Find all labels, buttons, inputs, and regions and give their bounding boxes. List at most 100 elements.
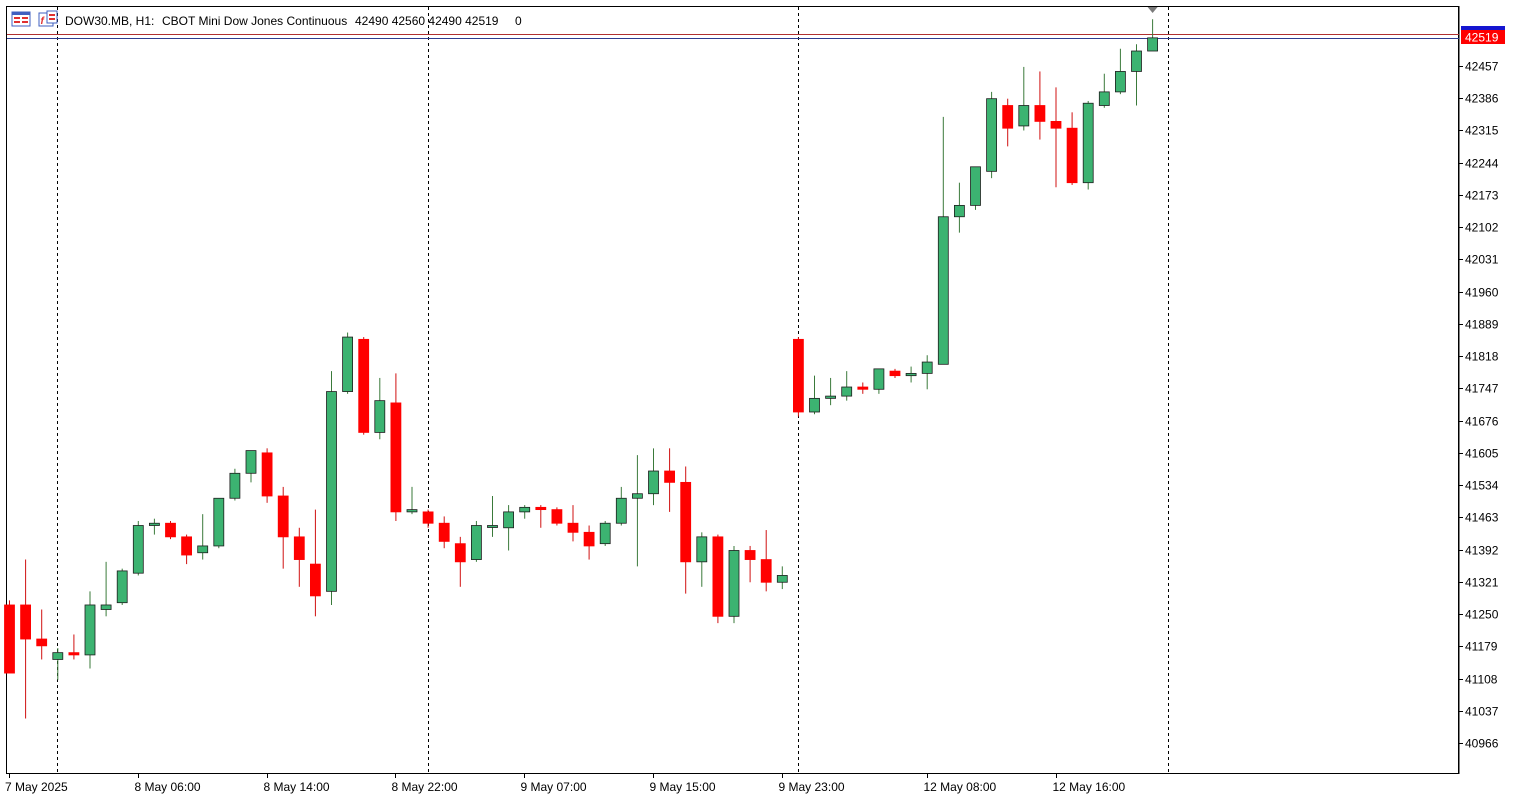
candle-3 <box>52 648 64 680</box>
y-tick-label-12: 41605 <box>1465 447 1499 461</box>
x-tick-label-2: 8 May 14:00 <box>264 780 330 794</box>
candle-7 <box>116 568 128 605</box>
x-tick-label-0: 7 May 2025 <box>5 780 68 794</box>
candle-62 <box>1002 98 1014 147</box>
candle-body <box>1082 102 1094 184</box>
chart-ohlc: 42490 42560 42490 42519 <box>355 14 499 28</box>
candle-body <box>422 511 434 524</box>
candle-body <box>454 543 466 563</box>
candle-body <box>132 525 144 574</box>
candle-body <box>1147 37 1158 52</box>
candle-33 <box>535 505 547 528</box>
candle-46 <box>744 545 756 583</box>
last-bar-marker <box>1147 7 1158 13</box>
candle-body <box>1066 127 1078 184</box>
candle-body <box>326 391 337 592</box>
y-tick-label-7: 41960 <box>1465 286 1499 300</box>
last-price-label: 42519 <box>1465 31 1499 45</box>
candle-body <box>986 98 997 172</box>
time-axis: 7 May 2025 8 May 06:00 8 May 14:00 8 May 22… <box>5 774 1126 794</box>
candle-body <box>954 204 965 218</box>
candle-36 <box>583 525 595 560</box>
candle-17 <box>277 486 289 569</box>
candle-body <box>632 493 643 499</box>
candle-25 <box>406 486 418 515</box>
candle-34 <box>551 507 563 526</box>
chart-symbol: DOW30.MB, H1: <box>65 14 154 28</box>
candle-2 <box>36 609 48 660</box>
candle-47 <box>760 530 772 592</box>
candle-27 <box>438 516 450 549</box>
candle-body <box>857 386 869 390</box>
candle-61 <box>986 91 997 179</box>
candle-body <box>615 497 627 524</box>
y-tick-label-4: 42173 <box>1465 189 1499 203</box>
candle-53 <box>857 382 869 394</box>
candle-body <box>873 368 885 390</box>
candle-body <box>470 525 482 560</box>
candle-body <box>825 395 836 399</box>
candle-65 <box>1050 87 1062 188</box>
candle-body <box>905 372 917 377</box>
candle-35 <box>567 505 579 542</box>
candle-42 <box>680 466 692 594</box>
candle-body <box>390 402 402 513</box>
candle-52 <box>841 371 853 401</box>
candle-28 <box>454 536 466 587</box>
y-tick-label-15: 41392 <box>1465 544 1499 558</box>
candle-body <box>728 550 740 617</box>
y-tick-label-9: 41818 <box>1465 350 1499 364</box>
candle-body <box>583 531 595 547</box>
candle-8 <box>132 520 144 576</box>
candle-body <box>487 525 498 528</box>
candle-63 <box>1018 66 1030 131</box>
indicators-icon[interactable]: f <box>38 10 58 27</box>
svg-text:f: f <box>41 16 46 27</box>
candle-body <box>213 497 225 547</box>
candle-56 <box>905 366 917 383</box>
ask-price-badge <box>1461 26 1505 32</box>
candle-body <box>519 506 531 513</box>
candle-body <box>1034 105 1046 122</box>
y-tick-label-21: 40966 <box>1465 737 1499 751</box>
candle-12 <box>197 514 209 560</box>
candle-body <box>52 652 64 660</box>
day-separators <box>57 7 1169 773</box>
candle-body <box>1115 71 1126 93</box>
candle-body <box>680 481 692 563</box>
candle-body <box>374 400 386 433</box>
candle-44 <box>712 534 724 624</box>
candle-body <box>599 522 611 545</box>
y-tick-label-18: 41179 <box>1465 640 1498 654</box>
candle-body <box>551 509 563 524</box>
candle-66 <box>1066 112 1078 185</box>
x-tick-label-3: 8 May 22:00 <box>392 780 458 794</box>
x-tick-label-5: 9 May 15:00 <box>650 780 716 794</box>
candle-15 <box>245 450 257 483</box>
candle-45 <box>728 545 740 624</box>
y-tick-label-5: 42102 <box>1465 221 1499 235</box>
candle-body <box>1050 120 1062 129</box>
price-axis: 42457 42386 42315 42244 42173 42102 42031 41960… <box>1459 60 1499 751</box>
candle-16 <box>261 448 273 503</box>
candle-51 <box>825 377 836 406</box>
candle-body <box>68 652 80 656</box>
candle-body <box>921 361 933 374</box>
candle-body <box>648 470 659 495</box>
x-tick-label-7: 12 May 08:00 <box>924 780 997 794</box>
candle-body <box>277 495 289 538</box>
y-tick-label-14: 41463 <box>1465 511 1499 525</box>
candle-6 <box>100 561 112 617</box>
x-tick-label-1: 8 May 06:00 <box>135 780 201 794</box>
candle-body <box>84 604 96 656</box>
candle-41 <box>664 448 675 512</box>
last-price-badge <box>1461 30 1505 44</box>
y-tick-label-3: 42244 <box>1465 157 1499 171</box>
candle-14 <box>229 468 241 501</box>
y-tick-label-17: 41250 <box>1465 608 1499 622</box>
candle-18 <box>293 527 305 587</box>
candle-22 <box>358 337 370 435</box>
chart-window-icon[interactable] <box>11 11 31 27</box>
candle-29 <box>470 520 482 562</box>
